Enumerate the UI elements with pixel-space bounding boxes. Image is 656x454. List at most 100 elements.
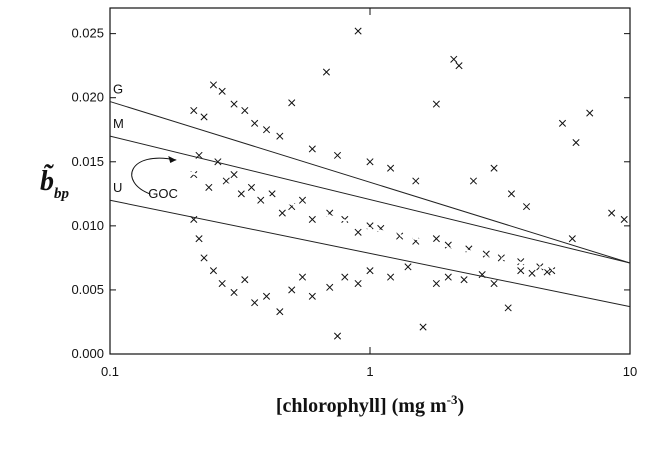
point-stroke <box>190 106 198 115</box>
point-stroke <box>354 279 362 288</box>
scatter-point <box>268 190 276 198</box>
point-stroke <box>230 171 238 179</box>
point-stroke <box>200 113 208 121</box>
fit-line <box>109 135 631 264</box>
point-stroke <box>230 288 238 297</box>
scatter-point <box>200 113 208 121</box>
point-stroke <box>543 268 551 276</box>
point-stroke <box>455 62 463 70</box>
point-stroke <box>333 332 342 340</box>
point-stroke <box>497 254 505 262</box>
point-stroke <box>230 100 238 108</box>
point-stroke <box>366 267 374 275</box>
point-stroke <box>308 292 316 300</box>
point-stroke <box>237 190 245 198</box>
point-stroke <box>419 323 427 331</box>
scatter-point <box>354 279 362 288</box>
scatter-point <box>190 106 198 115</box>
point-stroke <box>298 196 307 204</box>
scatter-point <box>322 68 331 76</box>
scatter-point <box>298 196 307 204</box>
point-stroke <box>251 299 259 307</box>
scatter-point <box>460 276 468 284</box>
point-stroke <box>528 269 536 277</box>
y-tick-label: 0.025 <box>71 26 104 41</box>
scatter-point <box>396 232 404 240</box>
x-tick-label: 1 <box>366 364 373 379</box>
y-tick-label: 0.005 <box>71 282 104 297</box>
point-stroke <box>209 267 218 275</box>
point-stroke <box>517 267 525 275</box>
x-label-end: ) <box>457 395 464 417</box>
point-stroke <box>298 273 307 281</box>
point-stroke <box>412 177 420 185</box>
x-label-sup: -3 <box>447 392 458 407</box>
point-stroke <box>251 119 259 127</box>
point-stroke <box>262 292 271 300</box>
scatter-point <box>257 196 265 204</box>
scatter-point <box>218 279 226 288</box>
scatter-point <box>558 119 567 127</box>
point-stroke <box>608 209 616 217</box>
point-stroke <box>490 164 498 172</box>
y-tick-label: 0.000 <box>71 346 104 361</box>
scatter-point <box>205 183 213 191</box>
plot-frame <box>109 7 631 355</box>
scatter-point <box>543 268 551 276</box>
point-stroke <box>366 158 374 166</box>
point-stroke <box>262 126 271 134</box>
scatter-point <box>620 215 628 223</box>
scatter-point <box>354 27 362 35</box>
point-stroke <box>490 279 498 288</box>
scatter-point <box>288 99 296 107</box>
x-tick-label: 0.1 <box>101 364 119 379</box>
scatter-point <box>528 269 536 277</box>
point-stroke <box>341 215 349 223</box>
scatter-point <box>412 177 420 185</box>
scatter-point <box>450 55 458 63</box>
point-stroke <box>326 283 334 291</box>
scatter-point <box>586 109 594 117</box>
point-stroke <box>268 190 276 198</box>
point-stroke <box>558 119 567 127</box>
scatter-point <box>333 332 342 340</box>
scatter-point <box>247 183 256 191</box>
scatter-point <box>444 241 452 249</box>
scatter-point <box>278 209 286 217</box>
point-stroke <box>572 139 580 147</box>
scatter-point <box>490 164 498 172</box>
point-stroke <box>247 183 256 191</box>
point-stroke <box>241 106 249 115</box>
scatter-point <box>366 267 374 275</box>
scatter-point <box>469 177 478 185</box>
point-stroke <box>218 87 226 95</box>
point-stroke <box>507 190 516 198</box>
scatter-point <box>572 139 580 147</box>
point-stroke <box>288 99 296 107</box>
point-stroke <box>308 145 316 153</box>
line-label: GOC <box>148 186 178 201</box>
scatter-point <box>517 267 525 275</box>
point-stroke <box>214 158 222 166</box>
scatter-point <box>455 62 463 70</box>
scatter-point <box>387 164 395 172</box>
point-stroke <box>504 304 512 312</box>
fit-line <box>187 170 573 276</box>
scatter-point <box>209 81 218 89</box>
scatter-point <box>482 250 490 258</box>
y-label-sub: bp <box>54 186 70 202</box>
scatter-point <box>497 254 505 262</box>
scatter-point <box>241 106 249 115</box>
scatter-point <box>333 151 342 159</box>
scatter-point <box>241 276 249 284</box>
point-stroke <box>387 273 395 281</box>
scatter-point <box>387 273 395 281</box>
scatter-point <box>341 215 349 223</box>
scatter-point <box>214 158 222 166</box>
scatter-point <box>326 283 334 291</box>
point-stroke <box>432 235 440 243</box>
point-stroke <box>257 196 265 204</box>
scatter-point <box>548 267 556 275</box>
point-stroke <box>222 177 230 185</box>
scatter-point <box>251 299 259 307</box>
